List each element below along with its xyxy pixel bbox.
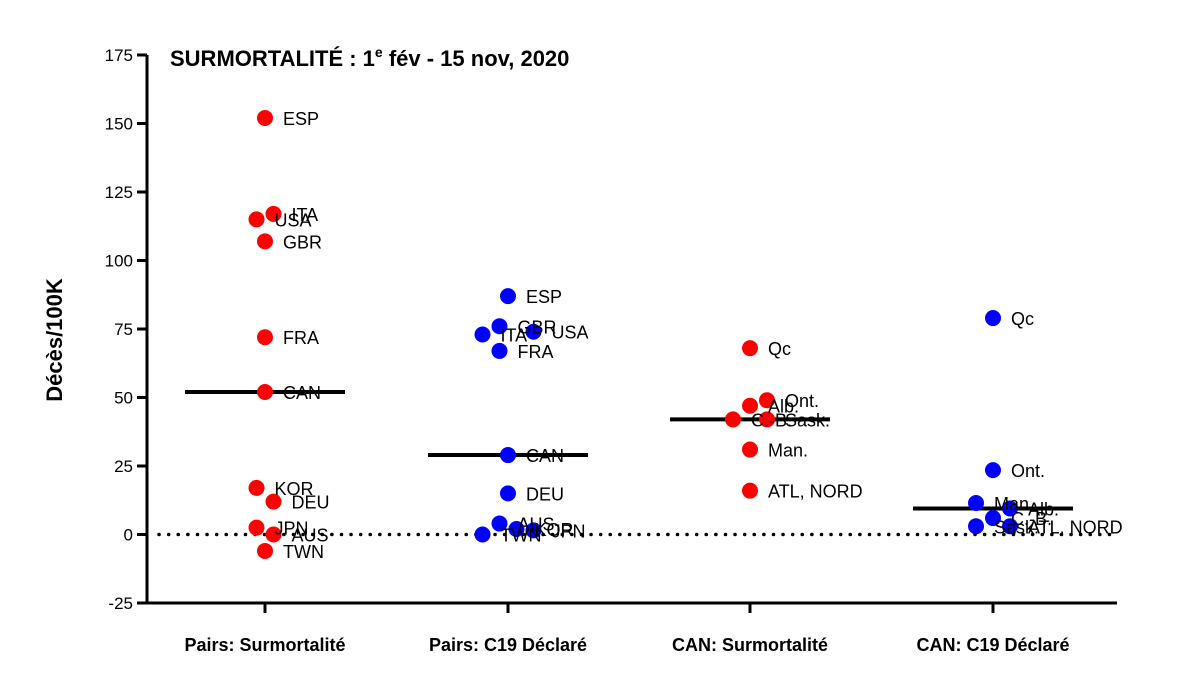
axes: -25 0 25 50 75 100 125 150 175 Pairs: Surmortalit…: [105, 46, 1119, 655]
data-point: [759, 392, 775, 409]
y-tick-label: 50: [114, 389, 133, 408]
chart-title: SURMORTALITÉ : 1e fév - 15 nov, 2020: [170, 44, 569, 71]
chart-title-main: SURMORTALITÉ : 1: [170, 46, 375, 71]
y-tick-label: -25: [108, 594, 133, 613]
y-tick-label: 125: [105, 183, 133, 202]
chart-title-superscript: e: [375, 44, 383, 60]
data-point: [248, 211, 265, 228]
data-point: [725, 411, 741, 428]
data-point-label: Qc: [768, 339, 791, 359]
data-point: [968, 518, 984, 535]
chart-title-rest: fév - 15 nov, 2020: [383, 46, 570, 71]
data-point-label: FRA: [518, 342, 554, 362]
data-point: [257, 542, 273, 559]
data-point: [742, 441, 758, 458]
data-point-label: ITA: [292, 205, 319, 225]
data-point: [525, 323, 542, 340]
data-point-label: ESP: [283, 109, 319, 129]
data-point: [968, 494, 984, 511]
data-point-label: GBR: [283, 232, 322, 252]
data-point-label: TWN: [283, 542, 324, 562]
x-category-label: Pairs: Surmortalité: [184, 635, 345, 655]
y-tick-label: 75: [114, 320, 133, 339]
data-point: [742, 397, 758, 414]
data-point-label: USA: [275, 210, 312, 230]
data-point-label: KOR: [535, 520, 574, 540]
data-point: [500, 288, 516, 305]
data-point: [248, 519, 265, 536]
y-tick-label: 100: [105, 252, 133, 271]
data-point-label: C.-B.: [1011, 509, 1052, 529]
data-point: [508, 521, 525, 538]
data-point: [248, 479, 265, 496]
data-point-label: Sask.: [994, 517, 1039, 537]
data-point-label: ATL, NORD: [1028, 517, 1123, 537]
data-point-label: ATL, NORD: [768, 482, 863, 502]
data-point-label: Qc: [1011, 309, 1034, 329]
data-point-label: JPN: [275, 519, 309, 539]
data-point: [985, 510, 1001, 527]
data-point-label: Man.: [994, 494, 1034, 514]
data-point: [491, 342, 508, 359]
data-point-label: Ont.: [785, 391, 819, 411]
data-point-label: AUS: [292, 526, 329, 546]
data-point: [257, 384, 273, 401]
data-point-label: GBR: [518, 317, 557, 337]
y-tick-label: 0: [124, 526, 133, 545]
data-point-label: Alb.: [768, 397, 799, 417]
data-point-label: AUS: [518, 515, 555, 535]
data-point-label: DEU: [292, 493, 330, 513]
data-point: [474, 526, 491, 543]
data-point-label: FRA: [283, 328, 319, 348]
data-point-label: JPN: [552, 521, 586, 541]
data-point-label: KOR: [275, 479, 314, 499]
data-point: [500, 485, 516, 502]
y-tick-label: 25: [114, 457, 133, 476]
data-point-label: Sask.: [785, 410, 830, 430]
data-point-label: CAN: [526, 446, 564, 466]
data-point: [985, 462, 1001, 479]
y-tick-label: 175: [105, 46, 133, 65]
data-point: [1002, 518, 1018, 535]
data-point-label: USA: [552, 323, 589, 343]
data-point: [474, 326, 491, 343]
data-point: [265, 205, 282, 222]
x-category-label: Pairs: C19 Déclaré: [429, 635, 587, 655]
data-point-label: C.-B.: [751, 410, 792, 430]
data-point-label: ITA: [501, 325, 528, 345]
data-point: [257, 329, 273, 346]
data-point: [500, 447, 516, 464]
data-point: [491, 318, 508, 335]
data-point: [491, 515, 508, 532]
data-point: [257, 233, 273, 250]
data-point: [985, 310, 1001, 327]
x-category-label: CAN: Surmortalité: [672, 635, 828, 655]
x-category-label: CAN: C19 Déclaré: [916, 635, 1069, 655]
data-point: [742, 340, 758, 357]
data-point: [759, 411, 775, 428]
data-point: [1002, 500, 1018, 517]
y-tick-label: 150: [105, 115, 133, 134]
data-point: [257, 110, 273, 127]
data-point: [265, 526, 282, 543]
data-point: [525, 522, 542, 539]
plot-marks: ESPITAUSAGBRFRACANKORDEUJPNAUSTWNESPGBRU…: [185, 109, 1123, 562]
data-point-label: Alb.: [1028, 499, 1059, 519]
data-point-label: DEU: [526, 484, 564, 504]
data-point: [265, 493, 282, 510]
data-point-label: Ont.: [1011, 461, 1045, 481]
y-axis-label: Décès/100K: [42, 278, 67, 402]
data-point-label: CAN: [283, 383, 321, 403]
data-point: [742, 482, 758, 499]
data-point-label: ESP: [526, 287, 562, 307]
data-point-label: Man.: [768, 441, 808, 461]
data-point-label: TWN: [501, 526, 542, 546]
